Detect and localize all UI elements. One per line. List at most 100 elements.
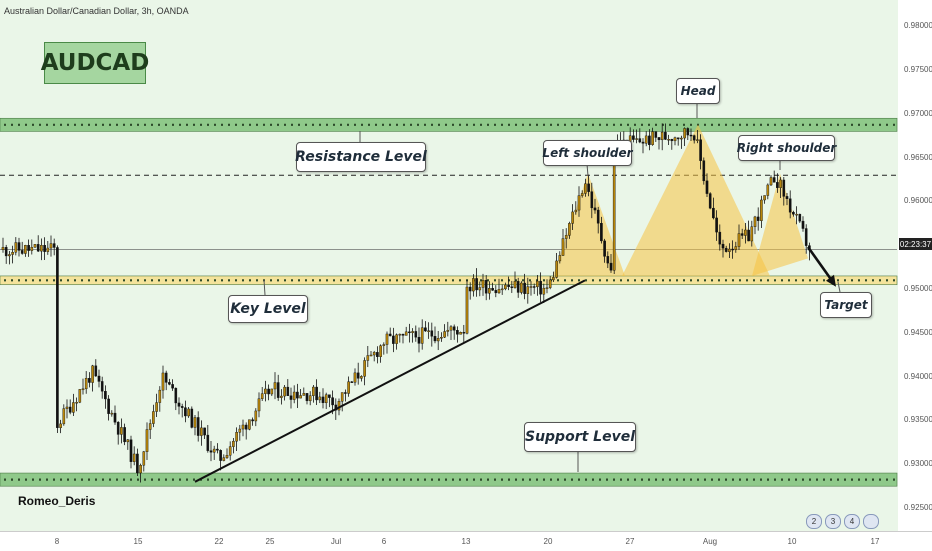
candle-body: [408, 331, 411, 334]
candle-body: [350, 381, 354, 383]
resistance-zone: [0, 117, 898, 132]
candle-body: [110, 412, 114, 415]
candle-body: [289, 395, 293, 400]
candle-body: [548, 279, 552, 288]
support-level-callout[interactable]: Support Level: [524, 422, 636, 452]
candle-body: [779, 179, 782, 188]
boost-icon[interactable]: [863, 514, 879, 529]
candle-body: [484, 280, 488, 294]
candle-body: [529, 286, 533, 288]
candle-body: [494, 290, 498, 294]
candle-body: [212, 448, 216, 453]
candle-body: [510, 286, 514, 288]
price-tick-label: 0.95000: [904, 284, 932, 294]
candle-body: [497, 289, 501, 294]
target-callout[interactable]: Target: [820, 292, 872, 318]
candle-body: [612, 148, 616, 271]
time-tick-label: 6: [381, 537, 387, 546]
candle-body: [36, 244, 40, 252]
candle-body: [68, 406, 72, 413]
candle-body: [235, 432, 238, 442]
candle-body: [52, 243, 56, 248]
candle-body: [424, 327, 427, 332]
candle-body: [257, 398, 261, 412]
candle-body: [292, 391, 296, 400]
candle-body: [216, 448, 219, 451]
candle-body: [731, 248, 734, 251]
time-tick-label: 27: [625, 537, 635, 546]
candle-body: [312, 386, 315, 396]
candle-body: [718, 231, 722, 245]
candle-body: [670, 139, 674, 142]
candle-body: [196, 417, 200, 436]
candle-body: [648, 135, 651, 145]
candle-body: [398, 333, 402, 336]
candle-body: [94, 365, 98, 377]
candle-body: [520, 282, 523, 293]
candle-body: [449, 326, 453, 331]
candle-body: [276, 382, 280, 398]
candle-body: [401, 333, 405, 336]
candle-body: [772, 177, 776, 183]
candle-body: [708, 193, 712, 209]
candle-body: [728, 248, 731, 252]
time-tick-label: 17: [870, 537, 880, 546]
candle-body: [692, 135, 696, 141]
candle-body: [59, 423, 62, 428]
candle-body: [379, 345, 382, 357]
ascending-trendline: [194, 279, 586, 483]
time-tick-label: 8: [54, 537, 60, 546]
candle-body: [155, 402, 158, 412]
candle-body: [459, 332, 462, 335]
candle-body: [225, 454, 229, 458]
toolbar: 2 3 4: [806, 514, 879, 529]
price-tick-label: 0.96000: [904, 196, 932, 206]
candle-body: [638, 138, 642, 143]
head-callout[interactable]: Head: [676, 78, 720, 104]
right-shoulder-callout[interactable]: Right shoulder: [737, 135, 836, 161]
candle-body: [11, 252, 14, 255]
key-level-callout[interactable]: Key Level: [228, 295, 308, 323]
candle-body: [641, 141, 645, 144]
candle-body: [635, 138, 638, 140]
candle-body: [174, 387, 178, 404]
candle-body: [574, 209, 578, 213]
candle-body: [30, 247, 34, 251]
candle-body: [1, 247, 5, 250]
candle-body: [372, 352, 376, 356]
left-shoulder-callout[interactable]: Left shoulder: [542, 140, 633, 166]
price-axis[interactable]: [898, 0, 932, 550]
resistance-level-callout[interactable]: Resistance Level: [295, 142, 427, 172]
candle-body: [318, 396, 322, 401]
candle-body: [302, 393, 306, 396]
candle-body: [315, 386, 318, 401]
candle-body: [56, 247, 59, 428]
candle-body: [251, 419, 254, 422]
chart-title: Australian Dollar/Canadian Dollar, 3h, O…: [4, 6, 189, 16]
comment-icon[interactable]: 3: [825, 514, 841, 529]
time-tick-label: Aug: [702, 537, 718, 546]
candle-body: [100, 381, 104, 392]
time-axis[interactable]: [0, 531, 932, 551]
candle-body: [526, 286, 530, 294]
candle-body: [347, 381, 350, 394]
candle-body: [81, 388, 85, 391]
candle-body: [552, 277, 555, 281]
candle-body: [228, 446, 232, 456]
candle-body: [190, 408, 194, 428]
candle-body: [340, 392, 344, 402]
candle-body: [696, 139, 699, 141]
candle-body: [337, 401, 341, 411]
candle-body: [84, 378, 88, 390]
price-tick-label: 0.93000: [904, 459, 932, 469]
share-icon[interactable]: 4: [844, 514, 860, 529]
candle-body: [667, 139, 670, 141]
candle-body: [62, 408, 66, 425]
candle-body: [324, 394, 328, 404]
candle-body: [126, 439, 130, 443]
candle-body: [123, 427, 126, 443]
like-icon[interactable]: 2: [806, 514, 822, 529]
price-tick-label: 0.96500: [904, 152, 932, 162]
